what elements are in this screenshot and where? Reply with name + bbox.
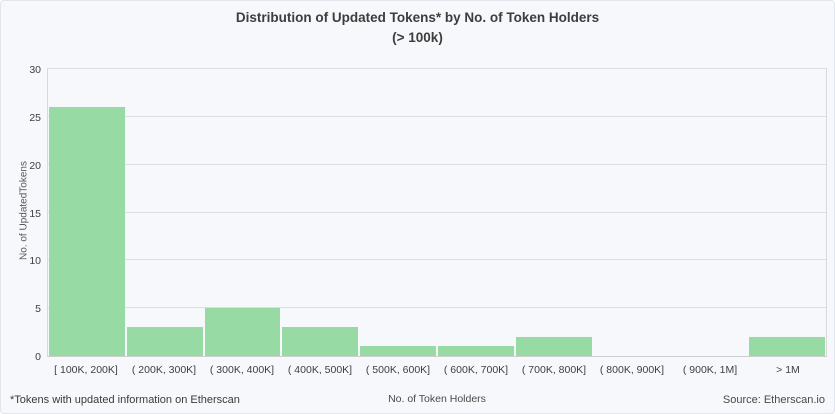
chart-title-line1: Distribution of Updated Tokens* by No. o… [235, 10, 600, 25]
x-tick-label: [ 100K, 200K] [54, 364, 118, 376]
histogram-bar [204, 308, 281, 356]
histogram-bar [515, 336, 592, 356]
histogram-bar [49, 107, 125, 356]
gridline [48, 211, 826, 213]
x-axis-title: No. of Token Holders [388, 393, 486, 405]
gridline [48, 259, 826, 261]
gridline [48, 68, 826, 69]
histogram-bar [126, 327, 203, 356]
gridline [48, 163, 826, 165]
x-tick-label: ( 400K, 500K] [287, 364, 353, 376]
source-label: Source: Etherscan.io [722, 394, 825, 406]
chart-title-line2: (> 100k) [392, 30, 443, 45]
chart-title: Distribution of Updated Tokens* by No. o… [1, 8, 834, 48]
y-tick-label: 30 [29, 64, 41, 76]
plot-area [47, 68, 827, 357]
x-tick-label: > 1M [776, 364, 800, 376]
y-tick-label: 5 [35, 303, 41, 316]
y-axis-ticks: 0 5 10 15 20 25 30 [1, 64, 41, 363]
histogram-bar [749, 336, 825, 356]
x-tick-label: ( 500K, 600K] [365, 364, 431, 376]
y-tick-label: 25 [29, 111, 41, 124]
y-tick-label: 10 [29, 255, 41, 268]
y-tick-label: 15 [29, 207, 41, 220]
footnote: *Tokens with updated information on Ethe… [10, 394, 240, 406]
gridline [48, 307, 826, 309]
histogram-bar [360, 346, 436, 356]
x-tick-label: ( 200K, 300K] [131, 364, 197, 376]
histogram-bar [282, 327, 359, 356]
y-tick-label: 20 [29, 159, 41, 172]
x-tick-label: ( 900K, 1M] [682, 364, 738, 376]
x-tick-label: ( 700K, 800K] [521, 364, 587, 376]
x-axis-labels: [ 100K, 200K] ( 200K, 300K] ( 300K, 400K] (… [47, 364, 827, 376]
gridline [48, 115, 826, 117]
y-tick-label: 0 [35, 351, 41, 363]
x-tick-label: ( 600K, 700K] [443, 364, 509, 376]
histogram-bar [438, 346, 514, 356]
x-tick-label: ( 800K, 900K] [599, 364, 665, 376]
x-tick-label: ( 300K, 400K] [209, 364, 275, 376]
